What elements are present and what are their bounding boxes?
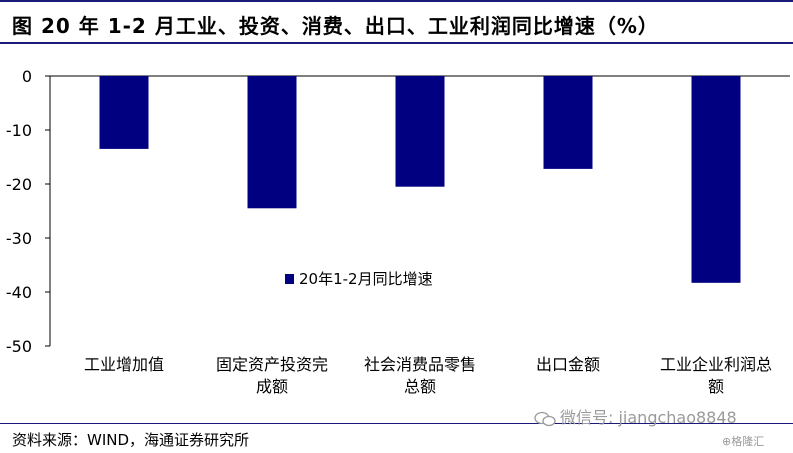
y-tick-label: -30 bbox=[6, 229, 32, 248]
x-tick-label: 工业增加值 bbox=[84, 355, 164, 374]
corner-text: 格隆汇 bbox=[731, 435, 765, 448]
legend-swatch bbox=[285, 274, 294, 284]
y-tick-label: -20 bbox=[6, 175, 32, 194]
bar bbox=[99, 76, 149, 149]
wechat-watermark: 微信号: jiangchao8848 bbox=[534, 404, 737, 428]
bar bbox=[691, 76, 741, 283]
watermark-text: 微信号: jiangchao8848 bbox=[560, 408, 737, 427]
corner-icon: ⊕ bbox=[722, 435, 732, 448]
x-tick-label: 社会消费品零售总额 bbox=[364, 355, 476, 396]
y-tick-label: -40 bbox=[6, 283, 32, 302]
x-tick-label: 固定资产投资完成额 bbox=[216, 355, 328, 396]
source-divider bbox=[0, 423, 793, 424]
chart-title: 图 20 年 1-2 月工业、投资、消费、出口、工业利润同比增速（%） bbox=[12, 14, 659, 38]
y-tick-label: 0 bbox=[22, 67, 32, 86]
x-tick-label: 工业企业利润总额 bbox=[660, 355, 772, 396]
wechat-icon bbox=[534, 411, 556, 426]
corner-mark: ⊕格隆汇 bbox=[722, 433, 764, 449]
title-bar: 图 20 年 1-2 月工业、投资、消费、出口、工业利润同比增速（%） bbox=[0, 0, 793, 44]
y-tick-label: -50 bbox=[6, 337, 32, 356]
x-tick-label: 出口金额 bbox=[536, 355, 600, 374]
bar bbox=[395, 76, 445, 187]
legend-label: 20年1-2月同比增速 bbox=[299, 270, 433, 288]
bar bbox=[543, 76, 593, 169]
y-tick-label: -10 bbox=[6, 121, 32, 140]
source-note: 资料来源：WIND，海通证券研究所 bbox=[12, 431, 250, 449]
bar bbox=[247, 76, 297, 209]
